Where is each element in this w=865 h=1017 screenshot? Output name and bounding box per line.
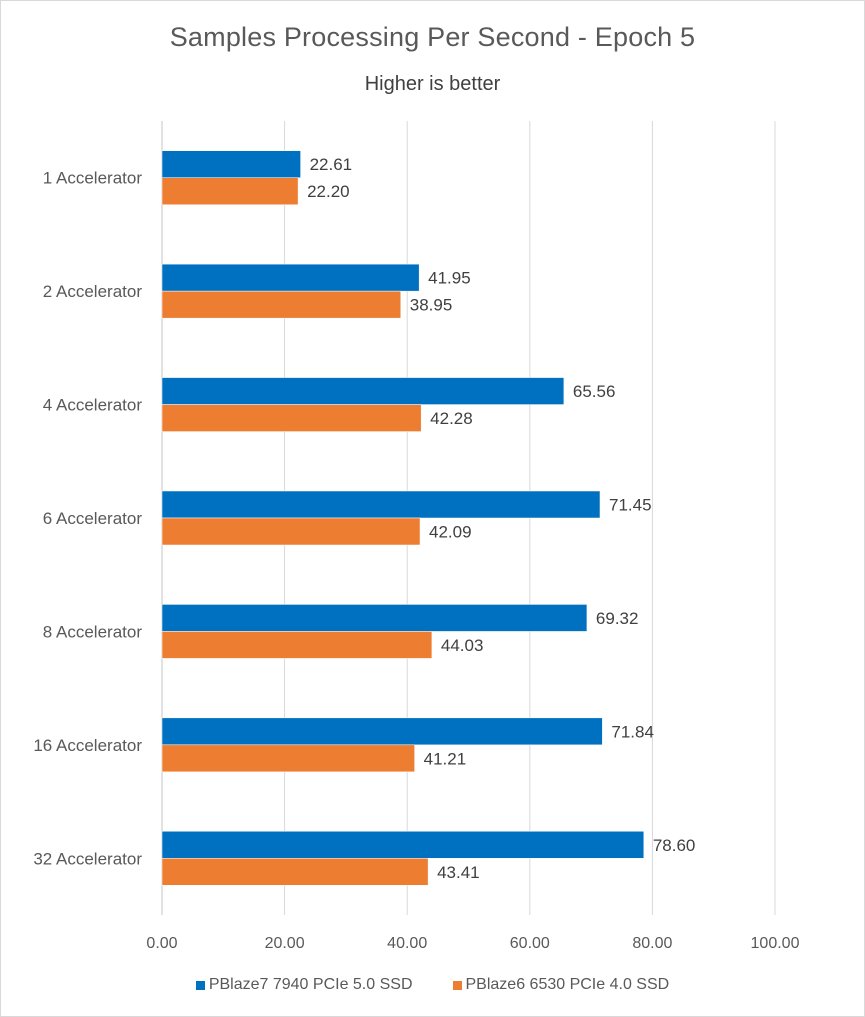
x-tick-label: 80.00 (632, 935, 672, 952)
legend: PBlaze7 7940 PCIe 5.0 SSD PBlaze6 6530 PC… (0, 976, 865, 994)
data-label: 22.61 (310, 155, 353, 174)
legend-label: PBlaze6 6530 PCIe 4.0 SSD (465, 976, 670, 993)
legend-label: PBlaze7 7940 PCIe 5.0 SSD (208, 976, 413, 993)
x-tick-label: 40.00 (387, 935, 427, 952)
data-label: 71.84 (611, 722, 654, 741)
category-label: 1 Accelerator (43, 169, 143, 188)
bar-pblaze6 (161, 744, 415, 773)
legend-swatch (195, 980, 205, 990)
bar-pblaze7 (161, 831, 645, 859)
bar-pblaze6 (161, 517, 421, 546)
bar-pblaze6 (161, 177, 299, 205)
category-label: 8 Accelerator (43, 622, 143, 641)
data-label: 65.56 (573, 382, 616, 401)
x-tick-label: 100.00 (751, 935, 800, 952)
bar-pblaze6 (161, 404, 422, 432)
bar-pblaze7 (161, 717, 603, 746)
data-label: 42.28 (430, 409, 473, 428)
category-label: 4 Accelerator (43, 396, 143, 415)
bar-pblaze6 (161, 631, 433, 659)
data-label: 41.95 (428, 269, 471, 288)
chart-subtitle: Higher is better (364, 73, 501, 95)
data-label: 71.45 (609, 496, 652, 515)
data-label: 78.60 (653, 836, 696, 855)
bar-pblaze6 (161, 290, 402, 319)
x-tick-label: 0.00 (146, 935, 177, 952)
bar-pblaze7 (161, 604, 588, 632)
chart-title: Samples Processing Per Second - Epoch 5 (169, 22, 696, 52)
data-label: 44.03 (441, 636, 484, 655)
bar-pblaze7 (161, 490, 601, 519)
category-label: 16 Accelerator (33, 736, 142, 755)
bar-pblaze7 (161, 377, 565, 405)
x-tick-label: 60.00 (510, 935, 550, 952)
category-label: 6 Accelerator (43, 509, 143, 528)
data-label: 22.20 (307, 182, 350, 201)
bar-pblaze7 (161, 150, 301, 178)
data-label: 69.32 (596, 609, 639, 628)
bar-pblaze7 (161, 263, 420, 292)
data-label: 41.21 (424, 749, 467, 768)
data-label: 38.95 (410, 296, 453, 315)
category-label: 2 Accelerator (43, 282, 143, 301)
legend-item: PBlaze6 6530 PCIe 4.0 SSD (452, 976, 670, 994)
legend-item: PBlaze7 7940 PCIe 5.0 SSD (195, 976, 413, 994)
category-label: 32 Accelerator (33, 849, 142, 868)
data-label: 43.41 (437, 863, 480, 882)
data-label: 42.09 (429, 523, 472, 542)
x-tick-label: 20.00 (265, 935, 305, 952)
legend-swatch (452, 980, 462, 990)
bar-pblaze6 (161, 858, 429, 886)
